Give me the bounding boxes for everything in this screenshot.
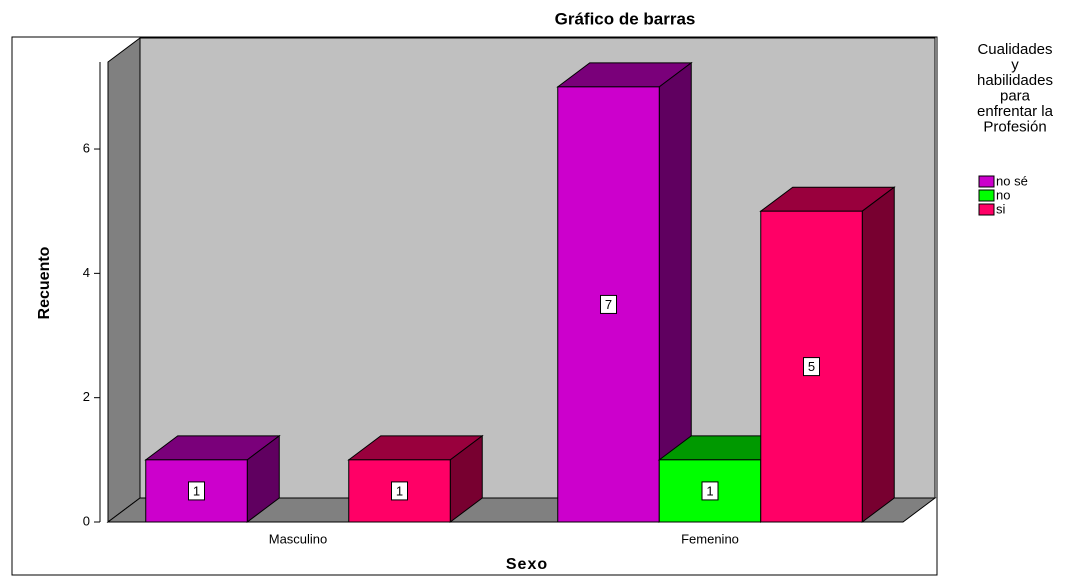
value-label: 1 — [396, 483, 403, 498]
y-tick-label: 6 — [83, 140, 90, 155]
value-label-box — [391, 481, 408, 501]
side-wall — [107, 37, 141, 523]
x-axis-label: Sexo — [506, 556, 548, 573]
legend-label: si — [996, 201, 1006, 216]
legend-title: Cualidades — [977, 41, 1052, 58]
legend-title: enfrentar la — [977, 103, 1054, 120]
y-tick-label: 4 — [83, 265, 90, 280]
y-tick-label: 0 — [83, 513, 90, 528]
legend-swatch — [978, 189, 995, 202]
chart-title: Gráfico de barras — [555, 9, 696, 28]
value-label-box — [701, 481, 719, 501]
y-tick-label: 2 — [83, 389, 90, 404]
legend-swatch — [978, 203, 995, 216]
value-label: 1 — [706, 483, 713, 498]
legend-title: habilidades — [977, 72, 1053, 89]
x-tick-label: Masculino — [269, 531, 328, 546]
value-label: 5 — [808, 359, 815, 374]
x-tick-label: Femenino — [681, 531, 739, 546]
y-axis-label: Recuento — [36, 246, 53, 319]
bar-side — [861, 186, 895, 523]
legend-swatch — [978, 175, 995, 188]
value-label: 7 — [605, 297, 612, 312]
legend-label: no — [996, 187, 1010, 202]
legend-title: para — [1000, 87, 1031, 104]
legend-title: y — [1011, 56, 1019, 73]
bar — [348, 459, 451, 523]
legend-title: Profesión — [983, 118, 1046, 135]
value-label: 1 — [193, 483, 200, 498]
value-label-box — [803, 357, 820, 377]
value-label-box — [188, 481, 205, 501]
legend-label: no sé — [996, 173, 1028, 188]
value-label-box — [600, 294, 617, 314]
